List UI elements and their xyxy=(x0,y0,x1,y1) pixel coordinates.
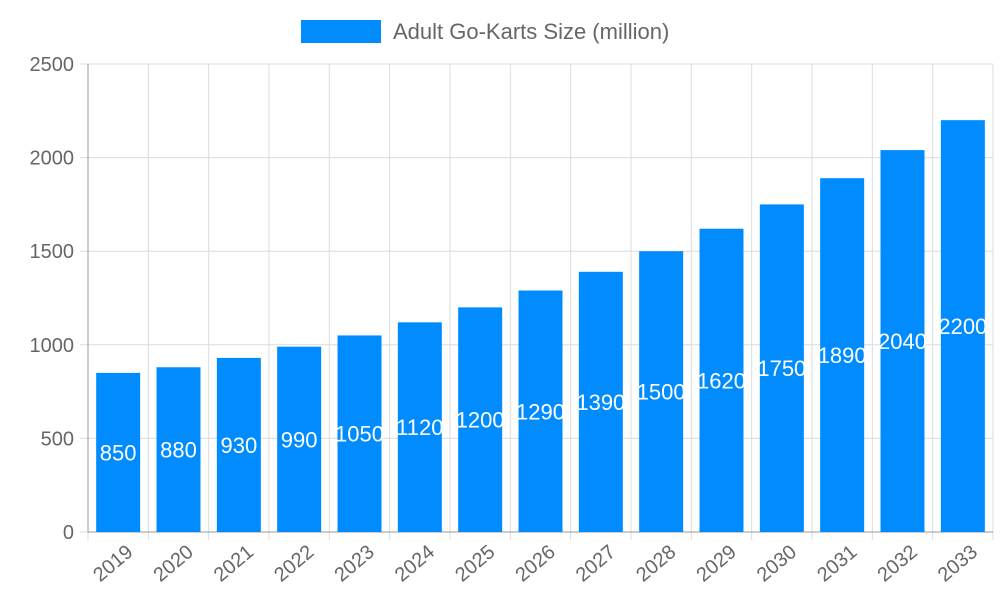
bar xyxy=(96,372,141,532)
y-tick-label: 1000 xyxy=(30,335,75,357)
data-label: 1050 xyxy=(335,422,384,447)
data-label: 2200 xyxy=(938,314,987,339)
x-tick-label: 2029 xyxy=(692,541,740,586)
bar xyxy=(759,204,804,532)
data-label: 850 xyxy=(100,440,137,465)
x-tick-label: 2020 xyxy=(149,541,197,586)
x-tick-label: 2023 xyxy=(330,541,378,586)
data-label: 1290 xyxy=(516,399,565,424)
x-tick-label: 2024 xyxy=(391,541,439,586)
data-label: 1120 xyxy=(396,415,443,440)
legend-swatch xyxy=(301,20,381,43)
y-tick-label: 0 xyxy=(63,522,74,544)
x-tick-label: 2030 xyxy=(753,541,801,586)
bar xyxy=(277,346,322,532)
x-tick-label: 2033 xyxy=(934,541,982,586)
y-tick-label: 500 xyxy=(41,428,74,450)
x-tick-label: 2022 xyxy=(270,541,318,586)
data-label: 1390 xyxy=(576,390,625,415)
bar xyxy=(578,271,623,532)
data-label: 1890 xyxy=(818,343,867,368)
bar xyxy=(880,150,925,532)
y-tick-label: 1500 xyxy=(30,241,75,263)
x-tick-label: 2028 xyxy=(632,541,680,586)
x-tick-label: 2031 xyxy=(813,541,861,586)
bar xyxy=(639,251,684,532)
x-tick-label: 2021 xyxy=(210,541,258,586)
bar xyxy=(397,322,442,532)
data-label: 1500 xyxy=(637,380,686,405)
y-tick-label: 2000 xyxy=(30,148,75,170)
data-label: 990 xyxy=(281,427,318,452)
x-tick-label: 2025 xyxy=(451,541,499,586)
data-label: 1200 xyxy=(456,408,505,433)
data-label: 1750 xyxy=(757,356,806,381)
data-label: 2040 xyxy=(878,329,927,354)
bar xyxy=(216,357,261,532)
bar xyxy=(940,120,985,532)
x-tick-label: 2032 xyxy=(873,541,921,586)
x-tick-label: 2026 xyxy=(511,541,559,586)
data-label: 930 xyxy=(220,433,257,458)
bar xyxy=(699,228,744,532)
data-label: 880 xyxy=(160,438,197,463)
x-tick-label: 2019 xyxy=(89,541,137,586)
bar xyxy=(820,178,865,532)
data-label: 1620 xyxy=(697,368,746,393)
legend-label: Adult Go-Karts Size (million) xyxy=(393,19,669,44)
bar xyxy=(458,307,503,532)
bar xyxy=(337,335,382,532)
bar xyxy=(156,367,201,532)
bar xyxy=(518,290,563,532)
x-tick-label: 2027 xyxy=(572,541,620,586)
y-tick-label: 2500 xyxy=(30,54,75,76)
